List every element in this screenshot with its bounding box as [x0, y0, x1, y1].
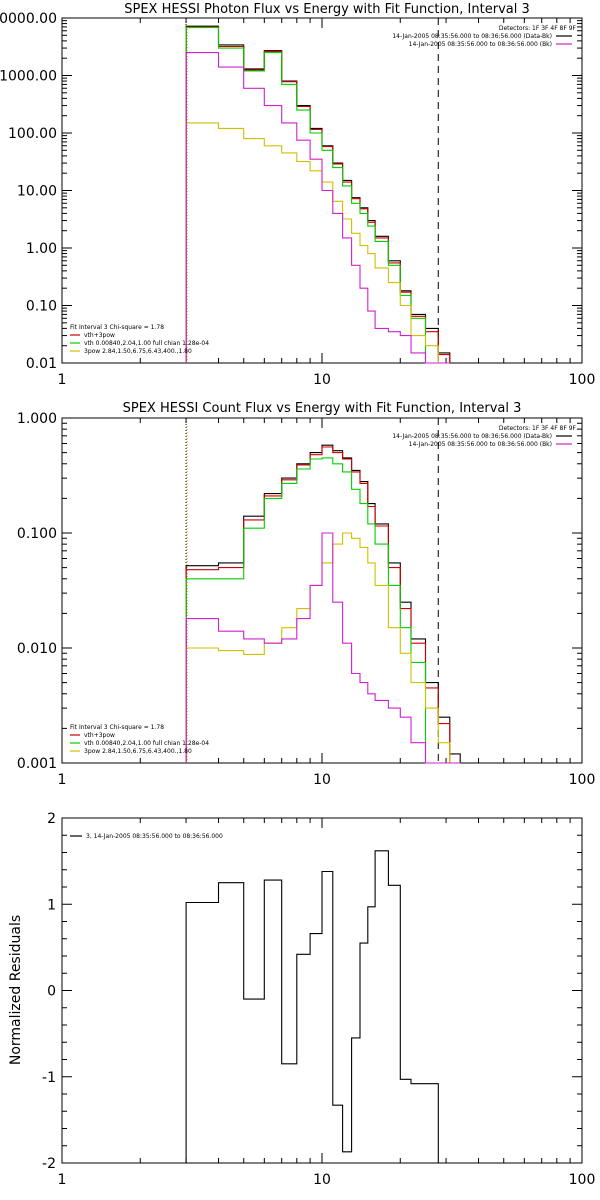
- series-line-data: [185, 25, 451, 363]
- y-tick-label: 10000.00: [0, 11, 57, 27]
- y-tick-label: 0.001: [17, 756, 57, 772]
- time-label: 14-Jan-2005 08:35:56.000 to 08:36:56.000…: [392, 433, 552, 440]
- series-line-bk: [185, 532, 461, 764]
- y-tick-label: 0.100: [17, 526, 57, 542]
- series-line-bk: [185, 52, 450, 364]
- detectors-label: Detectors: 1F 3F 4F 8F 9F: [499, 25, 577, 32]
- plot-frame: [61, 417, 583, 764]
- x-tick-label: 100: [569, 772, 596, 788]
- x-tick-label: 10: [313, 772, 331, 788]
- time-label: 14-Jan-2005 08:35:56.000 to 08:36:56.000…: [392, 33, 552, 40]
- y-tick-label: -1: [42, 1070, 56, 1086]
- y-tick-label: 1.00: [26, 241, 57, 257]
- series-line-3pow: [185, 532, 461, 764]
- y-tick-label: 0: [47, 984, 56, 1000]
- y-tick-label: 100.00: [8, 126, 57, 142]
- time-label: 14-Jan-2005 08:35:56.000 to 08:36:56.000…: [409, 41, 552, 48]
- legend-label: 3, 14-Jan-2005 08:35:56.000 to 08:36:56.…: [86, 833, 223, 840]
- y-tick-label: 0.01: [26, 356, 57, 372]
- y-tick-label: 0.010: [17, 641, 57, 657]
- legend-label: vth+3pow: [84, 732, 115, 739]
- legend-label: 3pow 2.84,1.50,6.75,6.43,400.,1.80: [84, 748, 192, 755]
- x-tick-label: 1: [58, 372, 67, 388]
- legend-label: 3pow 2.84,1.50,6.75,6.43,400.,1.80: [84, 348, 192, 355]
- time-label: 14-Jan-2005 08:35:56.000 to 08:36:56.000…: [409, 441, 552, 448]
- legend-label: vth 0.00840,2.04,1.00 full chian 1.28e-0…: [84, 740, 209, 747]
- photon-flux-panel: SPEX HESSI Photon Flux vs Energy with Fi…: [0, 2, 595, 388]
- legend-label: vth+3pow: [84, 332, 115, 339]
- x-tick-label: 10: [313, 372, 331, 388]
- series-line-vth-3pow: [185, 26, 451, 363]
- x-tick-label: 1: [58, 1172, 67, 1188]
- x-tick-label: 100: [569, 1172, 596, 1188]
- x-tick-label: 10: [313, 1172, 331, 1188]
- series-line-vth: [185, 27, 450, 364]
- series-line-vth: [185, 457, 461, 764]
- series-line-3-14-jan-2005-08-35-56-000-to-08-36-56-000: [185, 850, 439, 1163]
- y-tick-label: -2: [42, 1156, 56, 1172]
- y-tick-label: 1: [47, 897, 56, 913]
- x-tick-label: 100: [569, 372, 596, 388]
- count-flux-panel: SPEX HESSI Count Flux vs Energy with Fit…: [17, 401, 595, 788]
- y-tick-label: 1000.00: [0, 69, 57, 85]
- y-tick-label: 2: [47, 811, 56, 827]
- residuals-panel: Normalized Residuals 1 10 100 -2 -1 0 1 2 3, 14-…: [8, 811, 595, 1188]
- plot-frame: [61, 817, 583, 1164]
- legend-title: Fit Interval 3 Chi-square = 1.78: [70, 724, 164, 731]
- legend-title: Fit Interval 3 Chi-square = 1.78: [70, 324, 164, 331]
- series-line-vth-3pow: [185, 446, 461, 764]
- detectors-label: Detectors: 1F 3F 4F 8F 9F: [499, 425, 577, 432]
- series-line-data: [185, 444, 461, 763]
- y-tick-label: 0.10: [26, 299, 57, 315]
- legend-label: vth 0.00840,2.04,1.00 full chian 1.28e-0…: [84, 340, 209, 347]
- panel-title: SPEX HESSI Count Flux vs Energy with Fit…: [123, 401, 522, 416]
- panel-title: SPEX HESSI Photon Flux vs Energy with Fi…: [124, 2, 530, 17]
- y-tick-label: 1.000: [17, 411, 57, 427]
- y-tick-label: 10.00: [17, 184, 57, 200]
- y-axis-label: Normalized Residuals: [8, 915, 24, 1065]
- x-tick-label: 1: [58, 772, 67, 788]
